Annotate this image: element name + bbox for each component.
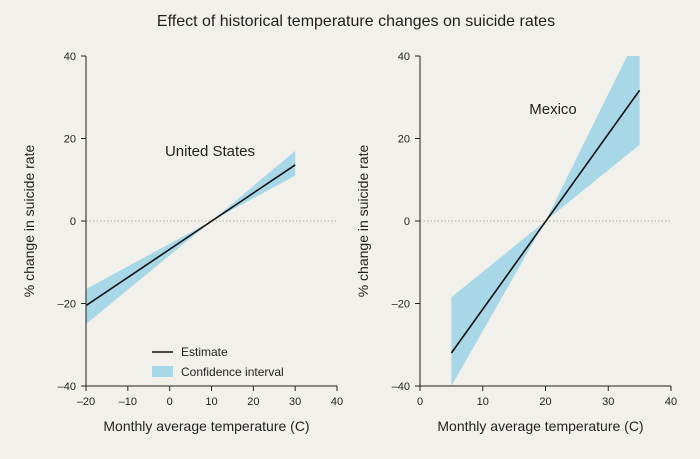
x-tick-label: 10 — [477, 396, 489, 408]
x-axis-title: Monthly average temperature (C) — [103, 418, 309, 434]
x-axis-title: Monthly average temperature (C) — [437, 418, 643, 434]
x-tick-label: 20 — [247, 396, 259, 408]
x-tick-label: 0 — [417, 396, 423, 408]
legend-ci-swatch — [152, 366, 173, 377]
y-tick-label: –40 — [392, 381, 410, 393]
y-tick-label: 40 — [398, 51, 410, 63]
chart-title: Effect of historical temperature changes… — [157, 13, 555, 30]
panel-label: United States — [165, 143, 255, 160]
y-tick-label: 20 — [64, 134, 76, 146]
x-tick-label: –20 — [77, 396, 95, 408]
y-tick-label: 0 — [70, 216, 76, 228]
x-tick-label: 0 — [167, 396, 173, 408]
x-tick-label: 30 — [602, 396, 614, 408]
panel-label: Mexico — [529, 101, 577, 118]
x-tick-label: 40 — [665, 396, 677, 408]
y-tick-label: –20 — [392, 299, 410, 311]
confidence-band — [86, 150, 296, 325]
y-tick-label: –20 — [58, 299, 76, 311]
x-tick-label: 30 — [289, 396, 301, 408]
x-tick-label: 40 — [331, 396, 343, 408]
legend-ci-label: Confidence interval — [181, 365, 284, 379]
estimate-line — [450, 89, 641, 354]
y-tick-label: 40 — [64, 51, 76, 63]
y-tick-label: 0 — [404, 216, 410, 228]
y-tick-label: –40 — [58, 381, 76, 393]
estimate-line — [86, 164, 296, 307]
y-tick-label: 20 — [398, 134, 410, 146]
x-tick-label: 20 — [539, 396, 551, 408]
y-axis-title: % change in suicide rate — [21, 145, 37, 298]
legend-estimate-label: Estimate — [181, 345, 228, 359]
x-tick-label: 10 — [205, 396, 217, 408]
y-axis-title: % change in suicide rate — [355, 145, 371, 298]
panel-2: 0 10 20 30 40 –40 –20 0 20 40 Monthly average temp… — [355, 51, 677, 434]
x-tick-label: –10 — [119, 396, 137, 408]
legend: Estimate Confidence interval — [152, 345, 284, 379]
